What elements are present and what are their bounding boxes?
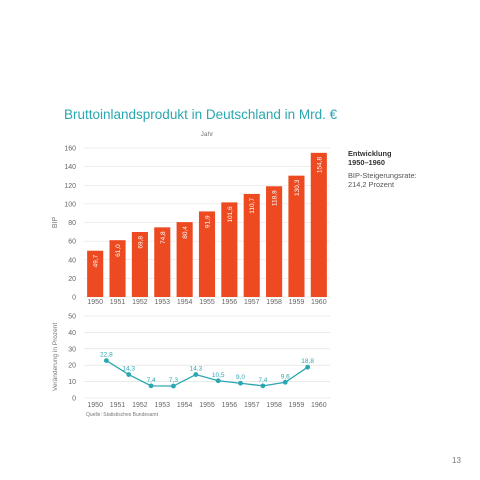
bar-x-tick-label: 1951 [110, 299, 126, 306]
bar-data-label: 110,7 [249, 198, 256, 214]
bar-y-tick-label: 40 [68, 257, 76, 264]
bar-y-axis-label: BIP [52, 217, 59, 229]
bar-data-label: 91,9 [205, 215, 212, 228]
bar-data-label: 101,6 [227, 206, 234, 223]
bar-x-tick-label: 1958 [266, 299, 282, 306]
line-point [282, 379, 288, 385]
line-x-tick-label: 1952 [132, 402, 148, 409]
bar-data-label: 154,8 [316, 156, 323, 173]
line-x-tick-label: 1960 [311, 402, 327, 409]
bar-x-tick-label: 1955 [199, 299, 215, 306]
side-note: Entwicklung 1950–1960 BIP-Steigerungsrat… [348, 149, 417, 189]
bar [221, 202, 238, 297]
bar-x-tick-label: 1959 [289, 299, 305, 306]
bar-y-tick-label: 0 [72, 295, 76, 302]
line-x-tick-label: 1950 [87, 402, 103, 409]
bar [131, 231, 148, 297]
page-number: 13 [452, 456, 461, 465]
line-data-label: 7,4 [147, 377, 156, 384]
line-point [126, 372, 132, 377]
line-x-tick-label: 1955 [199, 402, 215, 409]
page-title: Bruttoinlandsprodukt in Deutschland in M… [64, 107, 338, 122]
line-y-tick-label: 0 [72, 396, 76, 403]
bar-x-axis-label: Jahr [201, 131, 214, 138]
source-note: Quelle: Statistisches Bundesamt [86, 412, 158, 418]
bar [87, 250, 104, 297]
line-point [148, 383, 154, 389]
bar-y-tick-label: 120 [64, 183, 76, 190]
bar [288, 175, 305, 297]
bar-data-label: 80,4 [182, 226, 189, 239]
line-data-label: 18,8 [301, 358, 314, 365]
line-data-label: 7,4 [258, 377, 267, 384]
bar-data-label: 49,7 [93, 254, 100, 267]
note-heading-line1: Entwicklung [348, 149, 392, 158]
bar-y-tick-label: 140 [64, 164, 76, 171]
bar-data-label: 69,8 [137, 236, 144, 249]
line-point [215, 378, 221, 384]
bar [198, 211, 216, 297]
line-point [171, 383, 176, 389]
series-line [106, 360, 308, 387]
line-data-label: 10,5 [212, 372, 225, 379]
bar-x-tick-label: 1954 [177, 299, 193, 306]
line-y-axis-label: Veränderung in Prozent [52, 323, 59, 391]
line-y-tick-label: 30 [68, 346, 76, 353]
bar-x-tick-label: 1960 [311, 299, 327, 306]
bar [109, 240, 126, 297]
line-data-label: 7,3 [169, 377, 178, 384]
bar [310, 152, 327, 297]
line-point [193, 372, 199, 377]
note-text-line2: 214,2 Prozent [348, 180, 395, 189]
line-x-tick-label: 1953 [154, 402, 170, 409]
line-data-label: 14,3 [122, 366, 135, 373]
line-x-tick-label: 1956 [222, 402, 238, 409]
line-x-tick-label: 1959 [289, 402, 305, 409]
bar-x-tick-label: 1957 [244, 299, 260, 306]
line-x-tick-label: 1957 [244, 402, 260, 409]
bar-data-label: 130,3 [294, 179, 301, 196]
bar-x-tick-label: 1953 [154, 299, 170, 306]
note-heading-line2: 1950–1960 [348, 158, 385, 167]
line-data-label: 22,8 [100, 352, 113, 359]
line-data-label: 9,6 [281, 373, 290, 380]
bar [243, 193, 260, 297]
bar-y-tick-label: 20 [68, 276, 76, 283]
line-x-tick-label: 1954 [177, 402, 193, 409]
bar-y-tick-label: 100 [64, 201, 76, 208]
line-point [305, 364, 311, 370]
line-y-tick-label: 40 [68, 330, 76, 337]
bar-x-tick-label: 1956 [222, 299, 238, 306]
line-point [238, 380, 243, 386]
note-text-line1: BIP-Steigerungsrate: [348, 171, 417, 180]
bar [266, 186, 283, 297]
bar-y-tick-label: 80 [68, 220, 76, 227]
line-data-label: 9,0 [236, 374, 245, 381]
bar-x-tick-label: 1952 [132, 299, 148, 306]
line-data-label: 14,3 [189, 366, 202, 373]
line-point [260, 383, 266, 389]
bar-data-label: 74,8 [160, 231, 167, 244]
line-x-tick-label: 1958 [266, 402, 282, 409]
line-x-tick-label: 1951 [110, 402, 126, 409]
bar-x-tick-label: 1950 [87, 299, 103, 306]
bar-data-label: 118,9 [272, 190, 279, 206]
line-y-tick-label: 10 [68, 379, 76, 386]
bar-y-tick-label: 60 [68, 239, 76, 246]
line-y-tick-label: 50 [68, 314, 76, 321]
bar-data-label: 61,0 [115, 244, 122, 257]
bar [154, 227, 171, 297]
bar-y-tick-label: 160 [64, 146, 76, 153]
line-y-tick-label: 20 [68, 363, 76, 370]
bar [176, 222, 193, 297]
line-point [103, 358, 109, 364]
